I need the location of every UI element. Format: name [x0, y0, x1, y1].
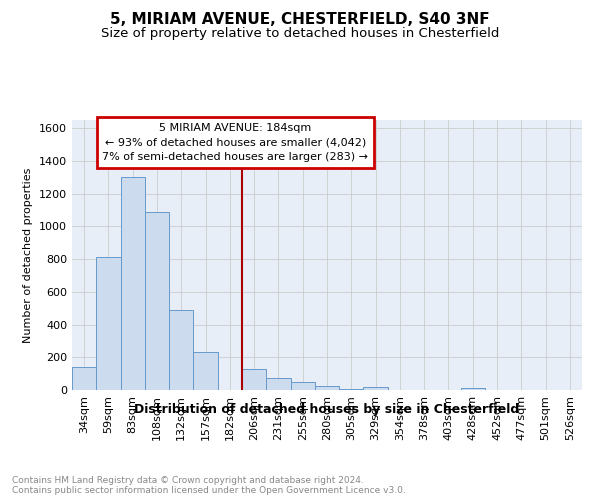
Bar — [461, 388, 485, 390]
Bar — [72, 367, 96, 390]
Bar — [193, 352, 218, 390]
Text: Contains HM Land Registry data © Crown copyright and database right 2024.
Contai: Contains HM Land Registry data © Crown c… — [12, 476, 406, 495]
Text: 5, MIRIAM AVENUE, CHESTERFIELD, S40 3NF: 5, MIRIAM AVENUE, CHESTERFIELD, S40 3NF — [110, 12, 490, 28]
Text: Size of property relative to detached houses in Chesterfield: Size of property relative to detached ho… — [101, 28, 499, 40]
Text: 5 MIRIAM AVENUE: 184sqm
← 93% of detached houses are smaller (4,042)
7% of semi-: 5 MIRIAM AVENUE: 184sqm ← 93% of detache… — [102, 122, 368, 162]
Bar — [315, 386, 339, 390]
Bar — [290, 382, 315, 390]
Bar — [339, 389, 364, 390]
Bar — [364, 386, 388, 390]
Bar — [266, 378, 290, 390]
Bar — [145, 212, 169, 390]
Bar — [121, 178, 145, 390]
Bar — [169, 310, 193, 390]
Text: Distribution of detached houses by size in Chesterfield: Distribution of detached houses by size … — [134, 402, 520, 415]
Bar — [96, 258, 121, 390]
Y-axis label: Number of detached properties: Number of detached properties — [23, 168, 34, 342]
Bar — [242, 368, 266, 390]
